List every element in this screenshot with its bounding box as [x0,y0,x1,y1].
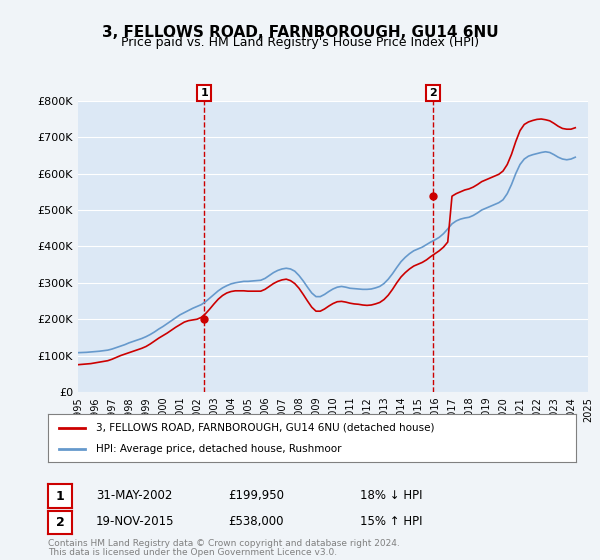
Text: 3, FELLOWS ROAD, FARNBOROUGH, GU14 6NU: 3, FELLOWS ROAD, FARNBOROUGH, GU14 6NU [101,25,499,40]
Text: 15% ↑ HPI: 15% ↑ HPI [360,515,422,529]
Text: Contains HM Land Registry data © Crown copyright and database right 2024.: Contains HM Land Registry data © Crown c… [48,539,400,548]
Text: This data is licensed under the Open Government Licence v3.0.: This data is licensed under the Open Gov… [48,548,337,557]
Text: 18% ↓ HPI: 18% ↓ HPI [360,489,422,502]
Text: 19-NOV-2015: 19-NOV-2015 [96,515,175,529]
Text: 1: 1 [56,489,64,503]
Text: Price paid vs. HM Land Registry's House Price Index (HPI): Price paid vs. HM Land Registry's House … [121,36,479,49]
Text: 2: 2 [429,88,437,98]
Text: £538,000: £538,000 [228,515,284,529]
Text: HPI: Average price, detached house, Rushmoor: HPI: Average price, detached house, Rush… [95,444,341,454]
Text: 3, FELLOWS ROAD, FARNBOROUGH, GU14 6NU (detached house): 3, FELLOWS ROAD, FARNBOROUGH, GU14 6NU (… [95,423,434,433]
Text: 2: 2 [56,516,64,529]
Text: 31-MAY-2002: 31-MAY-2002 [96,489,172,502]
Text: 1: 1 [200,88,208,98]
Text: £199,950: £199,950 [228,489,284,502]
